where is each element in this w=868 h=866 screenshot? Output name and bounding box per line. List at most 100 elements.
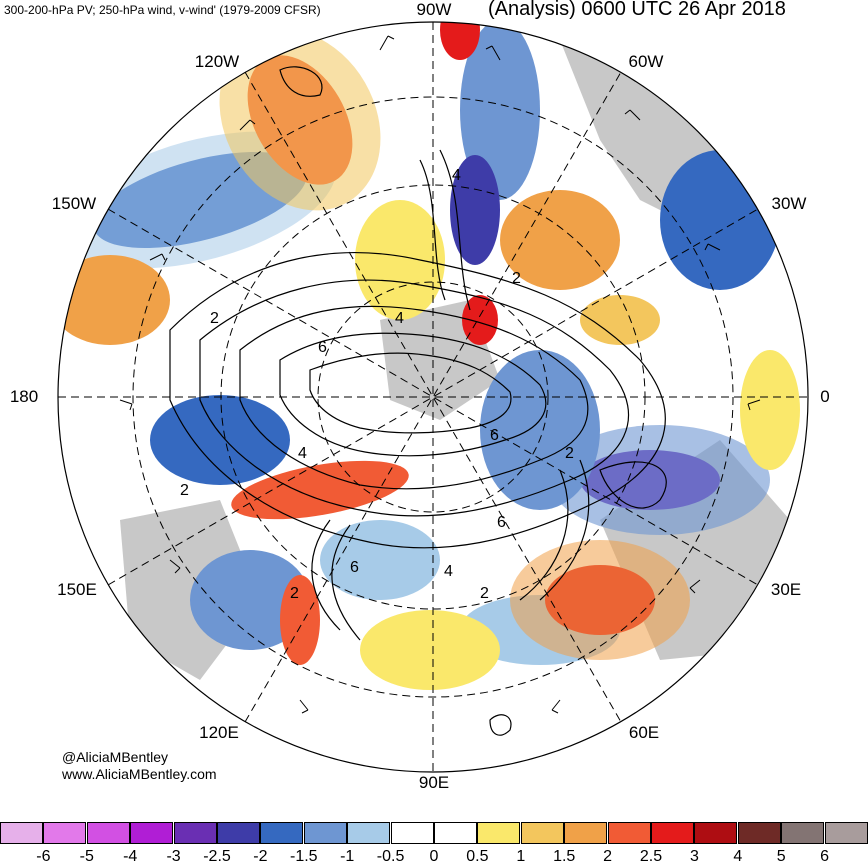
colorbar-swatch xyxy=(0,822,43,844)
colorbar-tick-label: 6 xyxy=(820,848,830,865)
wind-barb xyxy=(379,35,395,51)
colorbar-swatch xyxy=(217,822,260,844)
pv-contour xyxy=(419,159,446,301)
colorbar-tick-label: 5 xyxy=(776,848,786,865)
meridian xyxy=(107,208,759,586)
pv-contour xyxy=(169,252,666,549)
wind-barb xyxy=(239,119,256,131)
pv-negative-area xyxy=(150,395,290,485)
pv-negative-area xyxy=(550,425,770,535)
pv-contour xyxy=(489,714,512,736)
wind-barbs xyxy=(119,35,761,714)
longitude-label: 90E xyxy=(418,773,450,792)
contour-label: 2 xyxy=(565,445,574,462)
wind-barb xyxy=(149,253,166,261)
colorbar-swatch xyxy=(86,822,130,844)
pv-positive-area xyxy=(360,610,500,690)
contour-label-group: 4 2 4 6 2 2 4 6 2 6 4 2 6 2 xyxy=(180,167,574,602)
credit-handle: @AliciaMBentley xyxy=(62,749,169,765)
contour-label: 2 xyxy=(290,585,299,602)
colorbar-tick-label: -4 xyxy=(123,848,138,865)
pv-contour xyxy=(279,332,547,457)
contour-label: 2 xyxy=(480,585,489,602)
pv-contour xyxy=(539,459,590,601)
colorbar-tick-label: 1.5 xyxy=(553,848,576,865)
credit-website: www.AliciaMBentley.com xyxy=(62,766,217,782)
graticule xyxy=(58,22,808,772)
pv-contour xyxy=(199,279,630,517)
contour-label: 4 xyxy=(298,445,307,462)
colorbar-tick-label: 2 xyxy=(603,848,613,865)
colorbar-swatch xyxy=(781,822,825,844)
colorbar-tick-label: 0.5 xyxy=(466,848,489,865)
meridian xyxy=(244,71,622,723)
longitude-label: 60E xyxy=(628,723,660,742)
pv-contour xyxy=(309,352,512,434)
analysis-valid-time: (Analysis) 0600 UTC 26 Apr 2018 xyxy=(488,0,786,20)
contour-label: 4 xyxy=(444,563,453,580)
pv-positive-area xyxy=(355,200,445,320)
longitude-label: 120W xyxy=(194,52,240,71)
longitude-label: 30E xyxy=(770,580,802,599)
pv-positive-area xyxy=(58,255,170,345)
colorbar-swatch xyxy=(260,822,304,844)
wind-barb xyxy=(704,243,721,251)
latitude-circle xyxy=(132,96,734,698)
wind-barb xyxy=(551,699,561,714)
longitude-label: 30W xyxy=(771,194,807,213)
map-boundary xyxy=(57,21,809,773)
longitude-label: 150E xyxy=(57,580,97,599)
pv-positive-area xyxy=(740,350,800,470)
colorbar-tick-label: -3 xyxy=(166,848,181,865)
colorbar-swatch xyxy=(130,822,174,844)
pv-contour xyxy=(239,305,589,490)
colorbar-swatch xyxy=(43,822,87,844)
colorbar-swatch xyxy=(347,822,391,844)
longitude-label: 0 xyxy=(820,387,830,406)
colorbar-swatch xyxy=(564,822,608,844)
colorbar-swatch xyxy=(390,822,434,844)
colorbar-swatch xyxy=(824,822,868,844)
colorbar-tick-label: -1 xyxy=(340,848,355,865)
colorbar-swatch xyxy=(694,822,738,844)
colorbar-tick-label: 3 xyxy=(689,848,699,865)
colorbar-tick-label: -6 xyxy=(36,848,51,865)
colorbar-tick-label: -2.5 xyxy=(203,848,231,865)
pv-contour xyxy=(311,519,341,631)
wind-barb xyxy=(299,699,309,714)
pv-negative-area xyxy=(660,150,780,290)
longitude-label: 90W xyxy=(416,0,452,19)
pv-contour xyxy=(519,469,569,601)
contour-label: 6 xyxy=(497,514,506,531)
pv-negative-area xyxy=(460,22,540,200)
pv-negative-area xyxy=(320,520,440,600)
pv-positive-area xyxy=(219,29,381,211)
wind-barb xyxy=(747,399,761,411)
longitude-label: 150W xyxy=(51,194,97,213)
pv-positive-area xyxy=(462,295,498,345)
colorbar-swatch xyxy=(173,822,217,844)
contour-label: 6 xyxy=(318,339,327,356)
colorbar-swatch xyxy=(607,822,651,844)
wind-barb xyxy=(119,399,133,411)
longitude-label: 120E xyxy=(199,723,239,742)
colorbar-tick-label: -1.5 xyxy=(290,848,318,865)
wind-barb xyxy=(169,559,181,574)
pv-positive-area xyxy=(231,460,409,520)
meridian xyxy=(244,71,622,723)
pv-contours xyxy=(169,66,667,736)
wind-barb xyxy=(624,109,641,121)
pv-contour xyxy=(599,461,667,509)
polar-stereographic-map: 4 2 4 6 2 2 4 6 2 6 4 2 6 2 xyxy=(57,21,809,773)
pv-positive-area xyxy=(580,295,660,345)
pv-negative-area xyxy=(480,350,600,510)
pv-positive-area xyxy=(440,22,480,60)
colorbar-tick-label: -2 xyxy=(253,848,268,865)
longitude-label: 60W xyxy=(628,52,664,71)
colorbar-swatch xyxy=(434,822,477,844)
meridian xyxy=(107,208,759,586)
colorbar-swatch xyxy=(737,822,781,844)
wind-barb xyxy=(689,579,701,594)
colorbar-tick-label: 0 xyxy=(429,848,439,865)
colorbar-swatch xyxy=(651,822,694,844)
